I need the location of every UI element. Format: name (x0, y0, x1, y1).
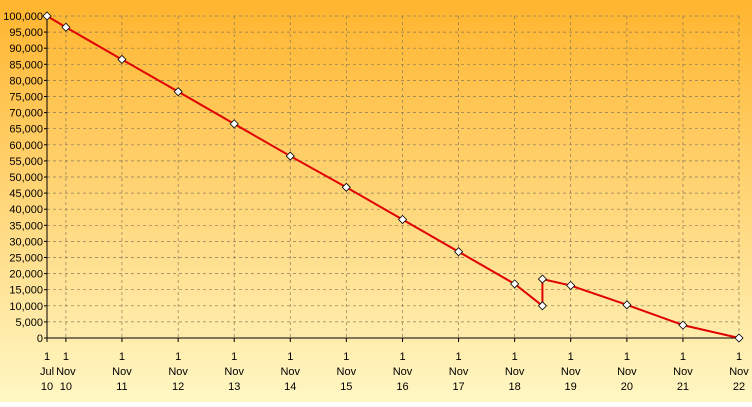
x-tick-label-month: Nov (505, 366, 525, 378)
series-layer (46, 15, 740, 339)
y-tick-label: 55,000 (9, 156, 43, 168)
x-tick-label-year: 12 (172, 381, 184, 393)
data-point-marker (117, 54, 127, 65)
data-point-marker (566, 280, 576, 291)
x-tick-label-month: Nov (337, 366, 357, 378)
x-tick-label-day: 1 (680, 351, 686, 363)
x-tick-label-month: Nov (280, 366, 300, 378)
data-point-marker (622, 300, 632, 310)
x-tick-label-month: Nov (729, 366, 749, 378)
data-point-marker (537, 274, 547, 284)
x-tick-label-year: 17 (452, 381, 464, 393)
y-tick-label: 85,000 (9, 59, 43, 71)
x-tick-label-month: Nov (56, 366, 76, 378)
point-markers (42, 11, 744, 343)
data-point-marker (229, 119, 239, 129)
x-tick-label-day: 1 (44, 351, 50, 363)
x-tick-label-month: Jul (40, 366, 54, 378)
y-tick-label: 25,000 (9, 253, 43, 265)
x-tick-label-year: 21 (677, 381, 689, 393)
y-tick-label: 40,000 (9, 204, 43, 216)
y-tick-label: 45,000 (9, 188, 43, 200)
x-tick-label-month: Nov (561, 366, 581, 378)
x-tick-label-year: 14 (284, 381, 296, 393)
y-tick-label: 100,000 (3, 11, 43, 23)
y-tick-label: 35,000 (9, 220, 43, 232)
grid (47, 15, 740, 338)
y-tick-label: 20,000 (9, 269, 43, 281)
y-tick-label: 95,000 (9, 27, 43, 39)
x-tick-label-year: 13 (228, 381, 240, 393)
data-point-marker (454, 247, 464, 257)
y-tick-label: 15,000 (9, 285, 43, 297)
series-line (46, 15, 740, 339)
data-point-marker (537, 301, 547, 311)
x-tick-label-month: Nov (224, 366, 244, 378)
x-tick-label-day: 1 (512, 351, 518, 363)
y-tick-label: 70,000 (9, 108, 43, 120)
x-tick-label-day: 1 (624, 351, 630, 363)
x-tick-label-year: 16 (396, 381, 408, 393)
x-tick-label-year: 10 (60, 381, 72, 393)
data-point-marker (341, 182, 351, 192)
x-tick-label-day: 1 (568, 351, 574, 363)
y-tick-label: 10,000 (9, 301, 43, 313)
x-tick-label-month: Nov (449, 366, 469, 378)
x-tick-label-year: 20 (621, 381, 633, 393)
x-tick-label-day: 1 (63, 351, 69, 363)
x-tick-label-day: 1 (456, 351, 462, 363)
y-axis-tick-labels: 0 5,000 10,000 15,000 20,000 25,000 30,000 35,0… (3, 11, 43, 345)
axes (44, 15, 740, 342)
x-tick-label-month: Nov (168, 366, 188, 378)
y-tick-label: 80,000 (9, 75, 43, 87)
data-point-marker (734, 333, 744, 343)
x-tick-label-day: 1 (175, 351, 181, 363)
x-tick-label-day: 1 (343, 351, 349, 363)
x-tick-label-day: 1 (399, 351, 405, 363)
y-tick-label: 75,000 (9, 92, 43, 104)
y-tick-label: 90,000 (9, 43, 43, 55)
x-tick-label-month: Nov (617, 366, 637, 378)
y-tick-label: 65,000 (9, 124, 43, 136)
x-tick-label-year: 11 (116, 381, 127, 393)
y-tick-label: 50,000 (9, 172, 43, 184)
x-tick-label-day: 1 (119, 351, 125, 363)
y-tick-label: 5,000 (15, 317, 43, 329)
x-axis-tick-labels: 1Jul101Nov101Nov111Nov121Nov131Nov141Nov… (40, 351, 749, 393)
x-tick-label-year: 18 (509, 381, 521, 393)
y-tick-label: 30,000 (9, 236, 43, 248)
y-tick-label: 60,000 (9, 140, 43, 152)
x-tick-label-year: 19 (565, 381, 577, 393)
data-point-marker (678, 320, 688, 330)
x-tick-label-day: 1 (736, 351, 742, 363)
x-tick-label-day: 1 (231, 351, 237, 363)
data-point-marker (285, 151, 295, 161)
data-point-marker (42, 11, 52, 21)
x-tick-label-year: 10 (41, 381, 53, 393)
y-tick-label: 0 (37, 333, 43, 345)
x-tick-label-year: 22 (733, 381, 745, 393)
data-point-marker (397, 214, 408, 225)
data-point-marker (173, 87, 183, 97)
data-point-marker (61, 22, 71, 32)
x-tick-label-month: Nov (112, 366, 132, 378)
x-tick-label-month: Nov (393, 366, 413, 378)
x-tick-label-day: 1 (287, 351, 293, 363)
data-point-marker (510, 279, 520, 289)
x-tick-label-month: Nov (673, 366, 693, 378)
x-tick-label-year: 15 (340, 381, 352, 393)
